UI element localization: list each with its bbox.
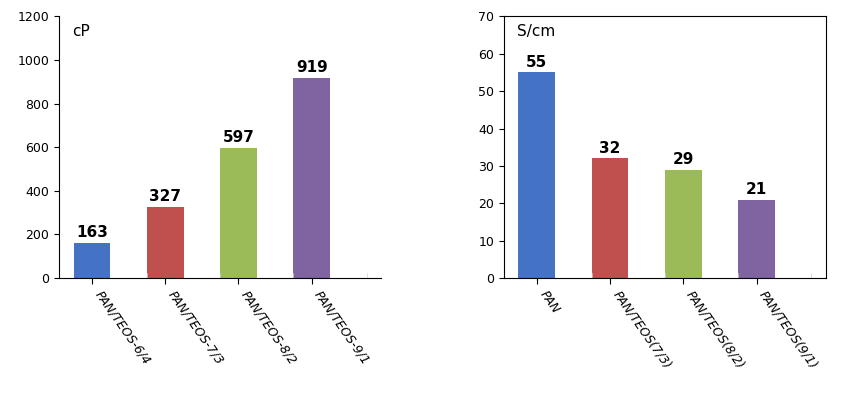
Text: cP: cP: [72, 24, 89, 39]
Text: 327: 327: [149, 189, 181, 204]
Bar: [518, 72, 555, 278]
Bar: [73, 243, 110, 278]
Bar: [738, 200, 775, 278]
Bar: [665, 170, 701, 278]
Text: 32: 32: [599, 141, 620, 156]
Bar: [220, 148, 257, 278]
Text: 29: 29: [673, 152, 694, 167]
Text: 163: 163: [76, 225, 108, 240]
Text: S/cm: S/cm: [517, 24, 555, 39]
Bar: [147, 207, 184, 278]
Bar: [592, 158, 628, 278]
Bar: [293, 78, 330, 278]
Text: 597: 597: [223, 130, 255, 145]
Text: 55: 55: [526, 55, 547, 70]
Text: 21: 21: [746, 182, 767, 197]
Text: 919: 919: [296, 60, 328, 75]
